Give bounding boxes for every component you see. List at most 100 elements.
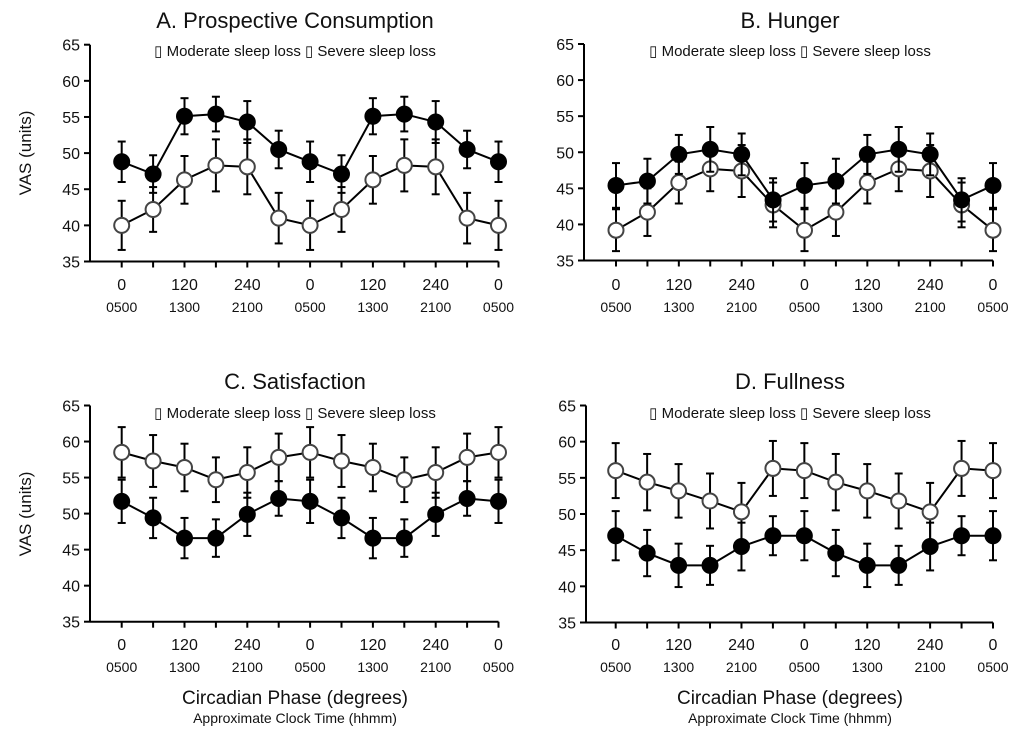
x-tick-label-clock: 1300	[852, 299, 883, 315]
data-point	[238, 464, 256, 482]
data-point	[984, 462, 1002, 480]
data-point	[984, 527, 1002, 545]
y-tick-label: 65	[556, 37, 574, 54]
y-tick-label: 65	[62, 399, 80, 416]
x-tick-label-degrees: 0	[800, 637, 809, 654]
data-point	[921, 503, 939, 521]
data-point	[490, 153, 507, 171]
x-tick-label-degrees: 120	[665, 277, 692, 294]
data-point	[113, 443, 131, 461]
series-moderate-sleep-loss	[113, 478, 507, 560]
data-point	[764, 527, 782, 545]
x-tick-label-degrees: 240	[234, 637, 261, 654]
x-tick-label-degrees: 240	[422, 277, 449, 294]
x-tick-label-degrees: 240	[234, 277, 261, 294]
data-point	[827, 544, 845, 562]
x-tick-label-degrees: 0	[989, 637, 998, 654]
y-tick-label: 35	[558, 616, 576, 633]
x-axis-label: Circadian Phase (degrees)	[182, 688, 408, 709]
x-tick-label-degrees: 0	[306, 277, 315, 294]
panel-fullness: D. Fullness Circadian Phase (degrees) Ap…	[558, 369, 1009, 726]
data-point	[301, 443, 319, 461]
data-point	[364, 107, 382, 125]
data-point	[207, 529, 225, 547]
data-point	[113, 492, 131, 510]
data-point	[890, 140, 908, 158]
data-point	[607, 221, 625, 239]
data-point	[333, 165, 350, 183]
legend: ▯ Moderate sleep loss ▯ Severe sleep los…	[154, 405, 436, 422]
data-point	[207, 105, 225, 123]
x-tick-label-clock: 0500	[789, 659, 820, 675]
data-point	[701, 556, 719, 574]
x-tick-label-clock: 1300	[169, 659, 200, 675]
x-tick-label-degrees: 240	[728, 277, 755, 294]
legend-marker-icon: ▯	[800, 405, 812, 422]
x-tick-label-clock: 0500	[600, 299, 631, 315]
data-point	[638, 473, 656, 491]
data-point	[427, 113, 445, 131]
x-tick-label-degrees: 240	[728, 637, 755, 654]
data-point	[858, 556, 876, 574]
data-point	[764, 459, 782, 477]
data-point	[395, 529, 413, 547]
data-point	[701, 140, 719, 158]
data-point	[270, 448, 288, 466]
x-tick-label-degrees: 120	[360, 277, 387, 294]
x-tick-label-degrees: 0	[494, 277, 503, 294]
data-point	[176, 107, 193, 125]
data-point	[144, 452, 162, 470]
y-tick-label: 60	[62, 74, 80, 91]
data-point	[732, 503, 750, 521]
x-tick-label-degrees: 0	[611, 637, 620, 654]
data-point	[458, 140, 476, 158]
data-point	[638, 544, 656, 562]
data-point	[207, 156, 225, 174]
data-point	[238, 113, 256, 131]
x-tick-label-clock: 1300	[663, 299, 694, 315]
panel-title: A. Prospective Consumption	[156, 8, 434, 33]
x-tick-label-degrees: 240	[917, 277, 944, 294]
data-point	[732, 538, 750, 556]
panel-title: D. Fullness	[735, 369, 845, 394]
panel-hunger: B. Hunger 35 40 45 50 55 60 65 0 0500 120 1300 240 2…	[556, 8, 1009, 315]
x-tick-label-degrees: 0	[800, 277, 809, 294]
data-point	[458, 448, 476, 466]
data-point	[953, 459, 971, 477]
data-point	[953, 527, 971, 545]
legend-entry: Severe sleep loss	[812, 43, 930, 60]
x-tick-label-clock: 2100	[232, 659, 263, 675]
data-point	[796, 176, 813, 194]
y-tick-label: 35	[62, 615, 80, 632]
x-axis-sublabel: Approximate Clock Time (hhmm)	[193, 710, 397, 726]
data-point	[301, 153, 319, 171]
legend-entry: Moderate sleep loss	[662, 405, 800, 422]
panel-title: B. Hunger	[740, 8, 839, 33]
data-point	[270, 209, 288, 227]
series-severe-sleep-loss	[113, 138, 507, 251]
y-tick-label: 40	[62, 218, 80, 235]
data-point	[427, 464, 445, 482]
y-tick-label: 35	[62, 255, 80, 272]
data-point	[113, 153, 131, 171]
data-point	[333, 200, 350, 218]
y-tick-label: 60	[556, 73, 574, 90]
data-point	[984, 221, 1002, 239]
x-tick-label-clock: 1300	[852, 659, 883, 675]
x-tick-label-degrees: 0	[612, 277, 621, 294]
legend-marker-icon: ▯	[649, 43, 661, 60]
x-tick-label-degrees: 0	[989, 277, 998, 294]
x-axis-sublabel: Approximate Clock Time (hhmm)	[688, 710, 892, 726]
data-point	[827, 203, 845, 221]
data-point	[638, 172, 656, 190]
data-point	[890, 492, 908, 510]
data-point	[176, 171, 193, 189]
data-point	[301, 492, 319, 510]
data-point	[858, 145, 876, 163]
legend-marker-icon: ▯	[305, 405, 317, 422]
data-point	[144, 509, 162, 527]
x-tick-label-clock: 0500	[295, 299, 326, 315]
y-tick-label: 40	[558, 579, 576, 596]
data-point	[427, 505, 445, 523]
